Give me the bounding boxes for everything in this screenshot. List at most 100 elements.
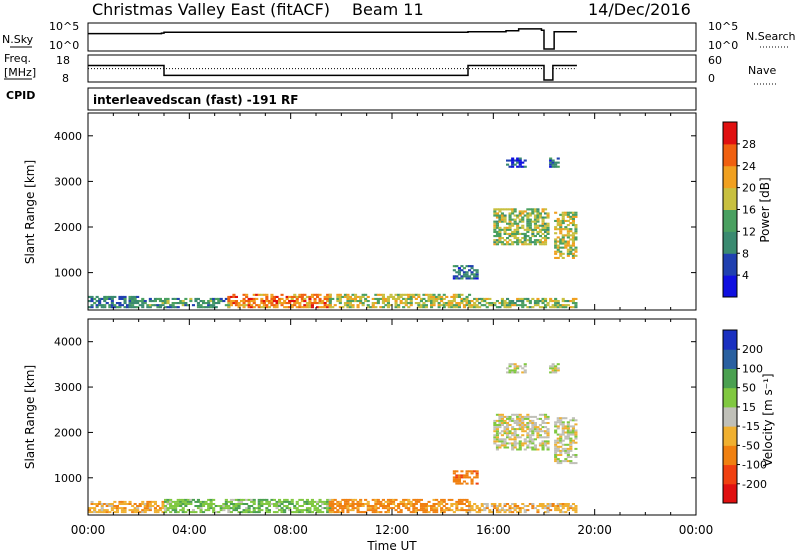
data-cell — [98, 304, 102, 307]
data-cell — [493, 230, 497, 233]
data-cell — [528, 503, 532, 505]
data-cell — [468, 293, 472, 296]
data-cell — [495, 424, 499, 426]
data-cell — [561, 443, 565, 446]
data-cell — [285, 498, 289, 501]
data-cell — [508, 214, 512, 217]
data-cell — [300, 511, 304, 514]
data-cell — [194, 500, 198, 503]
data-cell — [191, 511, 195, 514]
data-cell — [331, 507, 335, 510]
data-cell — [457, 304, 461, 307]
data-cell — [356, 304, 360, 307]
data-cell — [272, 511, 276, 514]
data-cell — [204, 503, 208, 505]
data-cell — [544, 216, 548, 219]
data-cell — [544, 306, 548, 309]
data-cell — [267, 306, 271, 309]
data-cell — [303, 297, 307, 300]
data-cell — [305, 503, 309, 505]
data-cell — [234, 302, 238, 305]
data-cell — [511, 371, 515, 374]
data-cell — [262, 304, 266, 307]
data-cell — [569, 215, 573, 218]
data-cell — [247, 297, 251, 300]
data-cell — [409, 505, 413, 507]
data-cell — [528, 214, 532, 217]
data-cell — [478, 507, 482, 510]
data-cell — [207, 498, 211, 501]
data-cell — [270, 297, 274, 300]
data-cell — [376, 293, 380, 296]
data-cell — [191, 304, 195, 307]
data-cell — [374, 306, 378, 309]
data-cell — [437, 293, 441, 296]
data-cell — [536, 428, 540, 431]
data-cell — [528, 212, 532, 215]
data-cell — [265, 498, 269, 501]
data-cell — [516, 237, 520, 240]
data-cell — [222, 509, 226, 512]
data-cell — [455, 277, 459, 280]
data-cell — [523, 417, 527, 420]
data-cell — [465, 500, 469, 503]
data-cell — [321, 306, 325, 309]
data-cell — [549, 163, 553, 166]
data-cell — [554, 300, 558, 303]
data-cell — [120, 511, 124, 514]
freq-right-tick-bottom: 0 — [708, 72, 715, 85]
data-cell — [511, 438, 515, 441]
data-cell — [526, 220, 530, 223]
data-cell — [316, 295, 320, 298]
data-cell — [386, 304, 390, 307]
data-cell — [290, 511, 294, 514]
data-cell — [247, 507, 251, 510]
data-cell — [559, 304, 563, 307]
data-cell — [270, 304, 274, 307]
data-cell — [336, 500, 340, 503]
data-cell — [536, 432, 540, 435]
data-cell — [571, 441, 575, 444]
data-cell — [513, 419, 517, 422]
data-cell — [511, 208, 515, 211]
data-cell — [338, 511, 342, 514]
data-cell — [275, 295, 279, 298]
data-cell — [128, 297, 132, 300]
data-cell — [278, 300, 282, 303]
data-cell — [546, 302, 550, 305]
data-cell — [569, 252, 573, 255]
data-cell — [569, 228, 573, 231]
data-cell — [516, 424, 520, 426]
data-cell — [133, 297, 137, 300]
data-cell — [556, 503, 560, 505]
data-cell — [538, 212, 542, 215]
data-cell — [533, 226, 537, 229]
data-cell — [528, 218, 532, 221]
data-cell — [326, 503, 330, 505]
data-cell — [566, 304, 570, 307]
data-cell — [103, 295, 107, 298]
data-cell — [356, 503, 360, 505]
data-cell — [556, 157, 560, 160]
data-cell — [508, 509, 512, 512]
data-cell — [217, 297, 221, 300]
data-cell — [158, 509, 162, 512]
data-cell — [278, 509, 282, 512]
data-cell — [541, 300, 545, 303]
data-cell — [526, 509, 530, 512]
velocity-colorbar-label: Velocity [m s⁻¹] — [761, 373, 775, 466]
data-cell — [422, 507, 426, 510]
data-cell — [500, 442, 504, 445]
data-cell — [356, 509, 360, 512]
data-cell — [518, 413, 522, 416]
data-cell — [506, 163, 510, 166]
data-cell — [533, 222, 537, 225]
data-cell — [559, 433, 563, 436]
data-cell — [300, 293, 304, 296]
data-cell — [521, 442, 525, 445]
data-cell — [384, 304, 388, 307]
data-cell — [447, 306, 451, 309]
data-cell — [571, 462, 575, 465]
data-cell — [308, 503, 312, 505]
data-cell — [554, 226, 558, 229]
